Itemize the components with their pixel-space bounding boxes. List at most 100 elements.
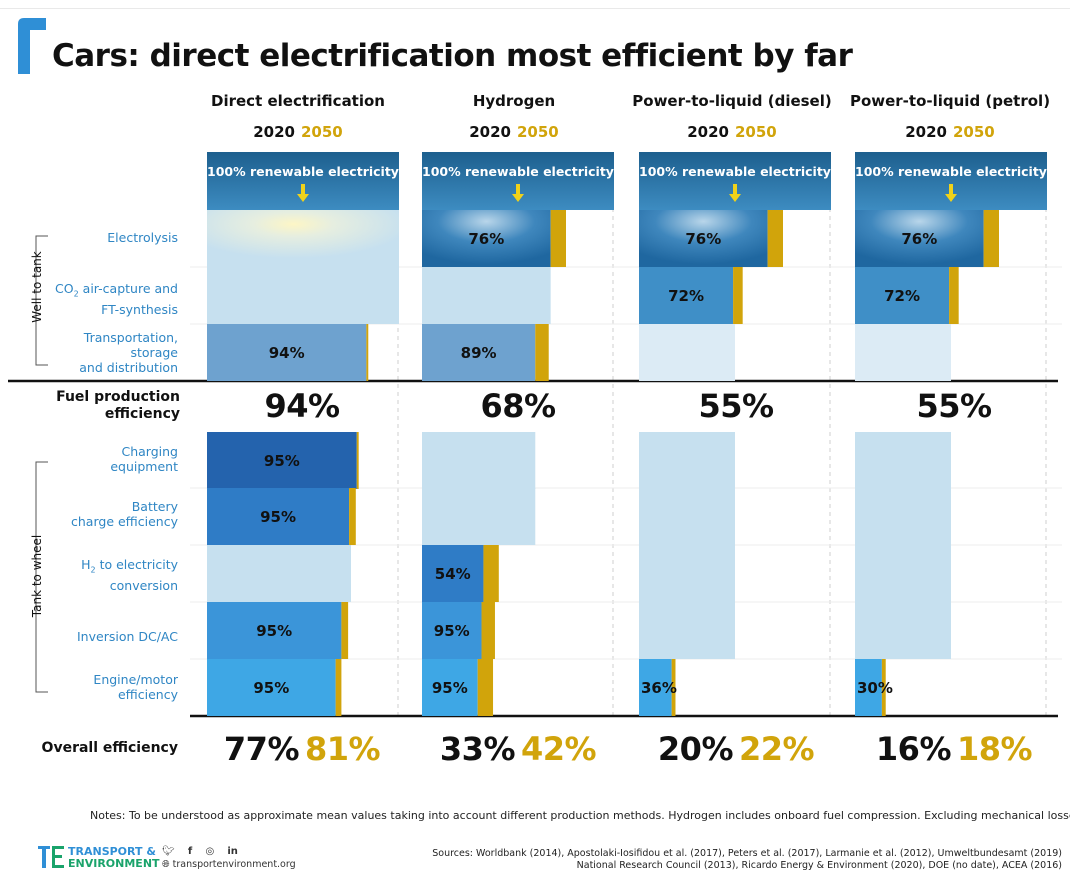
website-text: transportenvironment.org	[173, 859, 296, 870]
bar-value-label: 72%	[884, 287, 920, 305]
row-label-charging: Charging equipment	[60, 444, 178, 474]
bar-2020	[422, 488, 535, 545]
bar-2050-extension	[366, 324, 368, 381]
row-label-h2-conversion: H2 to electricity conversion	[40, 557, 178, 593]
row-label-fuel-b: efficiency	[105, 406, 180, 422]
bar-value-label: 95%	[264, 452, 300, 470]
bar-2020	[855, 324, 951, 381]
group-label-well-to-tank: Well to tank	[30, 247, 44, 327]
logo-line-2: ENVIRONMENT	[68, 857, 160, 870]
row-label-battery: Battery charge efficiency	[40, 499, 178, 529]
bar-value-label: 76%	[901, 230, 937, 248]
bar-value-label: 95%	[432, 679, 468, 697]
bar-value-label: 95%	[260, 508, 296, 526]
globe-icon: 🌐︎	[162, 859, 170, 870]
bar-2020	[422, 267, 551, 324]
overall-2050: 81%	[305, 730, 380, 768]
overall-efficiency-ptl-diesel: 20% 22%	[628, 730, 844, 768]
bar-2020	[855, 545, 951, 602]
row-label-transport-b: storage	[131, 345, 179, 360]
bar-2020	[639, 324, 735, 381]
sources-text: Sources: Worldbank (2014), Apostolaki-Io…	[432, 848, 1062, 872]
renewable-electricity-label: 100% renewable electricity	[207, 164, 399, 179]
bar-value-label: 94%	[269, 344, 305, 362]
bar-2050-extension	[341, 602, 348, 659]
row-label-fuel-production: Fuel production efficiency	[20, 389, 180, 423]
social-icons: 🐦︎ f ◎ in	[162, 846, 238, 857]
row-label-battery-a: Battery	[132, 499, 178, 514]
overall-2020: 33%	[440, 730, 515, 768]
bar-2020	[639, 602, 735, 659]
logo-text: TRANSPORT & ENVIRONMENT	[68, 846, 160, 870]
group-label-tank-to-wheel: Tank to wheel	[30, 531, 44, 621]
overall-efficiency-direct-electrification: 77% 81%	[194, 730, 410, 768]
bar-2020	[855, 602, 951, 659]
bar-2020	[639, 432, 735, 489]
overall-2020: 20%	[658, 730, 733, 768]
bar-2050-extension	[483, 545, 498, 602]
row-label-co2-capture: CO2 air-capture and FT-synthesis	[40, 281, 178, 317]
fuel-efficiency-hydrogen: 68%	[410, 387, 626, 425]
row-label-co2-c: FT-synthesis	[101, 302, 178, 317]
linkedin-icon[interactable]: in	[227, 846, 238, 857]
sources-line-1: Sources: Worldbank (2014), Apostolaki-Io…	[432, 848, 1062, 860]
bar-2050-extension	[535, 324, 548, 381]
bar-value-label: 95%	[434, 622, 470, 640]
sources-line-2: National Research Council (2013), Ricard…	[432, 860, 1062, 872]
bar-value-label: 30%	[857, 679, 893, 697]
bar-2050-extension	[949, 267, 959, 324]
bar-value-label: 76%	[468, 230, 504, 248]
row-label-charging-b: equipment	[110, 459, 178, 474]
instagram-icon[interactable]: ◎	[205, 846, 214, 857]
row-label-battery-b: charge efficiency	[71, 514, 178, 529]
overall-2020: 77%	[224, 730, 299, 768]
row-label-h2-b: to electricity	[96, 557, 178, 572]
row-label-electrolysis: Electrolysis	[60, 230, 178, 245]
fuel-efficiency-ptl-diesel: 55%	[628, 387, 844, 425]
bar-2050-extension	[349, 488, 356, 545]
bar-2050-extension	[733, 267, 743, 324]
row-label-engine: Engine/motor efficiency	[40, 672, 178, 702]
row-label-h2-c: conversion	[110, 578, 178, 593]
renewable-electricity-label: 100% renewable electricity	[422, 164, 614, 179]
bar-2050-extension	[551, 210, 566, 267]
fuel-efficiency-ptl-petrol: 55%	[846, 387, 1062, 425]
bar-2020	[639, 545, 735, 602]
bar-2050-extension	[482, 602, 495, 659]
website-link[interactable]: 🌐︎ transportenvironment.org	[162, 859, 296, 870]
bar-value-label: 54%	[435, 565, 471, 583]
bar-2050-extension	[768, 210, 783, 267]
bar-value-label: 95%	[253, 679, 289, 697]
bar-value-label: 76%	[685, 230, 721, 248]
row-label-engine-a: Engine/motor	[93, 672, 178, 687]
row-label-h2-a: H	[81, 557, 90, 572]
bar-2020	[639, 488, 735, 545]
overall-2050: 18%	[957, 730, 1032, 768]
twitter-icon[interactable]: 🐦︎	[162, 846, 175, 857]
row-label-transport-a: Transportation,	[84, 330, 178, 345]
fuel-efficiency-direct-electrification: 94%	[194, 387, 410, 425]
bar-2050-extension	[984, 210, 999, 267]
bar-2020	[207, 267, 399, 324]
row-label-co2-a: CO	[55, 281, 74, 296]
row-label-overall: Overall efficiency	[20, 740, 178, 756]
overall-2050: 42%	[521, 730, 596, 768]
row-label-co2-b: air-capture and	[79, 281, 178, 296]
overall-2020: 16%	[876, 730, 951, 768]
bar-2020	[855, 488, 951, 545]
row-label-charging-a: Charging	[122, 444, 179, 459]
notes-text: Notes: To be understood as approximate m…	[90, 809, 1070, 822]
row-label-transportation: Transportation, storage and distribution	[40, 330, 178, 375]
renewable-electricity-label: 100% renewable electricity	[639, 164, 831, 179]
transport-environment-logo-icon	[38, 846, 64, 868]
bar-2020	[422, 432, 535, 489]
bar-value-label: 72%	[668, 287, 704, 305]
bar-2020	[207, 545, 351, 602]
facebook-icon[interactable]: f	[188, 846, 192, 857]
bar-2050-extension	[336, 659, 342, 716]
row-label-inversion: Inversion DC/AC	[40, 629, 178, 644]
renewable-electricity-label: 100% renewable electricity	[855, 164, 1047, 179]
overall-efficiency-ptl-petrol: 16% 18%	[846, 730, 1062, 768]
bar-2020	[855, 432, 951, 489]
row-label-transport-c: and distribution	[79, 360, 178, 375]
